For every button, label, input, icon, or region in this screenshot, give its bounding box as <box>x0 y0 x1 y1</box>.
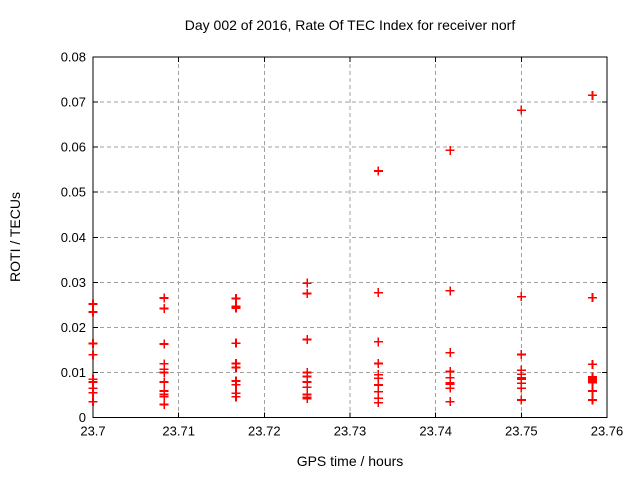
x-tick-label: 23.72 <box>248 424 281 439</box>
y-tick-label: 0.08 <box>61 50 86 65</box>
x-tick-label: 23.75 <box>505 424 538 439</box>
y-tick-label: 0.01 <box>61 365 86 380</box>
x-tick-label: 23.76 <box>591 424 624 439</box>
y-tick-label: 0.02 <box>61 320 86 335</box>
x-tick-label: 23.71 <box>162 424 195 439</box>
y-tick-label: 0 <box>79 410 86 425</box>
y-tick-label: 0.05 <box>61 185 86 200</box>
y-tick-label: 0.06 <box>61 140 86 155</box>
x-axis-label: GPS time / hours <box>296 453 404 469</box>
x-tick-label: 23.7 <box>80 424 105 439</box>
chart-title: Day 002 of 2016, Rate Of TEC Index for r… <box>184 17 516 33</box>
y-tick-label: 0.04 <box>61 230 86 245</box>
y-tick-label: 0.07 <box>61 95 86 110</box>
x-tick-label: 23.73 <box>334 424 367 439</box>
y-tick-label: 0.03 <box>61 275 86 290</box>
x-tick-label: 23.74 <box>419 424 452 439</box>
